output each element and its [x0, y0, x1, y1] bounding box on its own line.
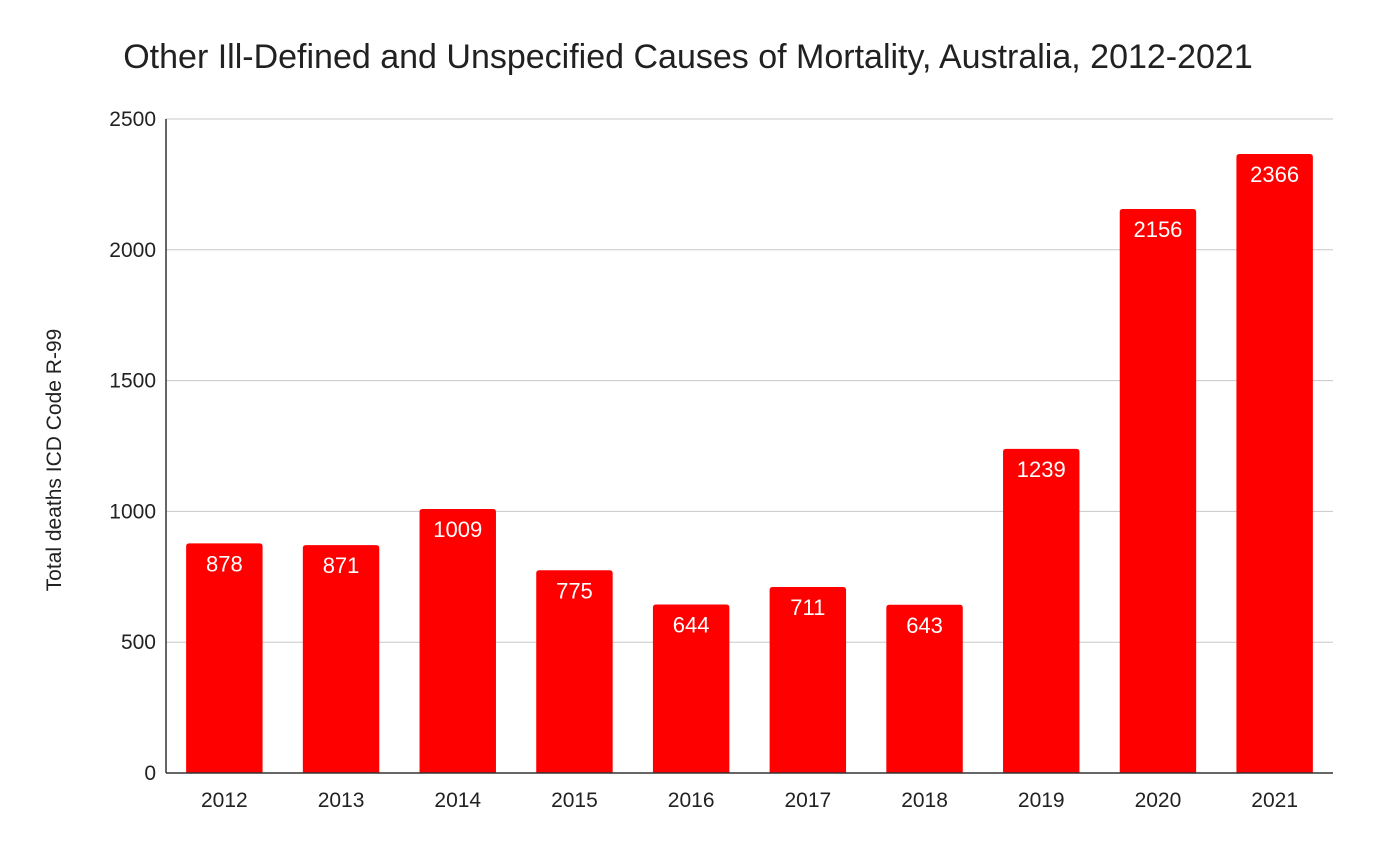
bar-2016 — [652, 604, 730, 773]
bar-2020 — [1119, 208, 1197, 773]
data-label: 775 — [556, 578, 593, 603]
data-label: 644 — [673, 613, 710, 638]
y-tick-label: 0 — [144, 762, 156, 785]
x-tick-label: 2014 — [434, 789, 481, 812]
bar-2021 — [1236, 154, 1313, 774]
y-tick-label: 1000 — [109, 500, 156, 523]
bar-2012 — [186, 543, 263, 773]
y-tick-label: 500 — [121, 631, 156, 654]
bar-2019 — [1003, 448, 1080, 773]
data-label: 2156 — [1133, 217, 1182, 242]
bar-2014 — [419, 509, 496, 773]
bars: 878 871 1009 775 644 711 643 1239 2156 2366 — [186, 154, 1313, 774]
bar-2015 — [536, 570, 613, 773]
data-label: 1009 — [433, 517, 482, 542]
chart-title: Other Ill-Defined and Unspecified Causes… — [123, 38, 1253, 76]
x-tick-label: 2020 — [1135, 789, 1182, 812]
data-label: 2366 — [1250, 162, 1299, 187]
x-tick-label: 2018 — [901, 789, 948, 812]
data-label: 711 — [790, 595, 825, 620]
data-label: 1239 — [1017, 457, 1066, 482]
bar-2017 — [769, 587, 847, 773]
x-tick-label: 2012 — [201, 789, 248, 812]
data-label: 878 — [206, 551, 243, 576]
bar-2018 — [886, 604, 963, 773]
x-tick-label: 2016 — [668, 789, 715, 812]
x-tick-label: 2015 — [551, 789, 598, 812]
y-tick-label: 1500 — [109, 370, 156, 393]
data-label: 643 — [906, 613, 943, 638]
bar-2013 — [302, 545, 380, 773]
x-tick-label: 2021 — [1251, 789, 1298, 812]
x-axis-ticks: 2012 2013 2014 2015 2016 2017 2018 2019 2020 2021 — [201, 789, 1298, 812]
y-axis-label: Total deaths ICD Code R-99 — [43, 329, 66, 592]
y-tick-label: 2000 — [109, 239, 156, 262]
x-tick-label: 2013 — [318, 789, 365, 812]
y-axis-ticks: 0 500 1000 1500 2000 2500 — [109, 108, 156, 785]
data-label: 871 — [323, 553, 360, 578]
y-tick-label: 2500 — [109, 108, 156, 131]
x-tick-label: 2017 — [784, 789, 831, 812]
x-tick-label: 2019 — [1018, 789, 1065, 812]
